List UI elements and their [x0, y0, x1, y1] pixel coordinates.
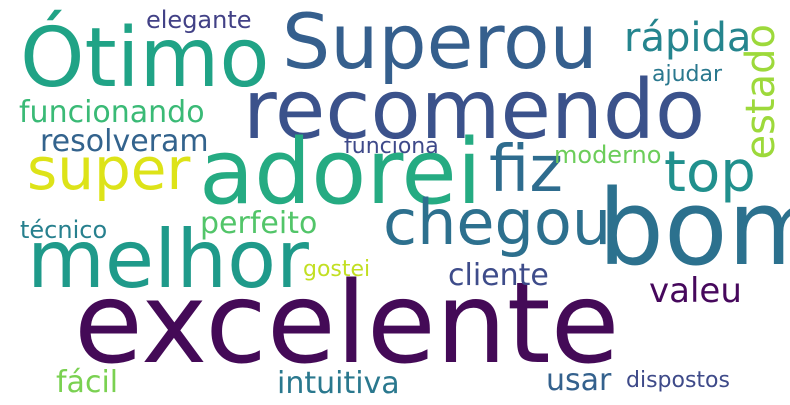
word-chegou: chegou: [383, 186, 612, 259]
word-resolveram: resolveram: [40, 124, 209, 159]
word-adorei: adorei: [199, 120, 482, 225]
word-funciona: funciona: [344, 134, 439, 159]
word-perfeito: perfeito: [200, 206, 318, 241]
word-gostei: gostei: [303, 257, 371, 282]
word-ajudar: ajudar: [652, 62, 723, 87]
word-top: top: [664, 140, 756, 205]
word-intuitiva: intuitiva: [277, 366, 400, 401]
word-funcionando: funcionando: [19, 95, 205, 130]
word-excelente: excelente: [74, 259, 620, 389]
word-dispostos: dispostos: [626, 368, 730, 393]
word-fiz: fiz: [489, 133, 563, 207]
word-moderno: moderno: [554, 141, 662, 169]
word-cliente: cliente: [448, 258, 549, 293]
word-valeu: valeu: [649, 271, 742, 311]
word-facil: fácil: [56, 365, 119, 400]
word-otimo: Ótimo: [20, 11, 270, 106]
word-super: super: [27, 135, 191, 203]
word-melhor: melhor: [27, 213, 309, 306]
word-tecnico: técnico: [20, 216, 108, 244]
word-elegante: elegante: [146, 6, 252, 34]
word-usar: usar: [546, 363, 612, 398]
word-bom: bom: [598, 167, 790, 289]
word-superou: Superou: [282, 0, 598, 86]
word-rapida: rápida: [624, 15, 752, 61]
word-estado: estado: [738, 24, 784, 160]
word-recomendo: recomendo: [243, 63, 706, 158]
